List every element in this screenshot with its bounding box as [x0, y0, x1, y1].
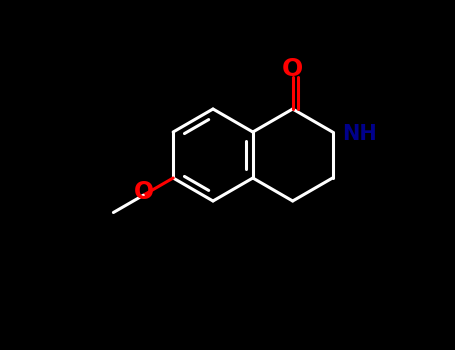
Text: O: O: [134, 180, 154, 204]
Text: NH: NH: [343, 124, 377, 144]
Text: O: O: [282, 57, 303, 81]
